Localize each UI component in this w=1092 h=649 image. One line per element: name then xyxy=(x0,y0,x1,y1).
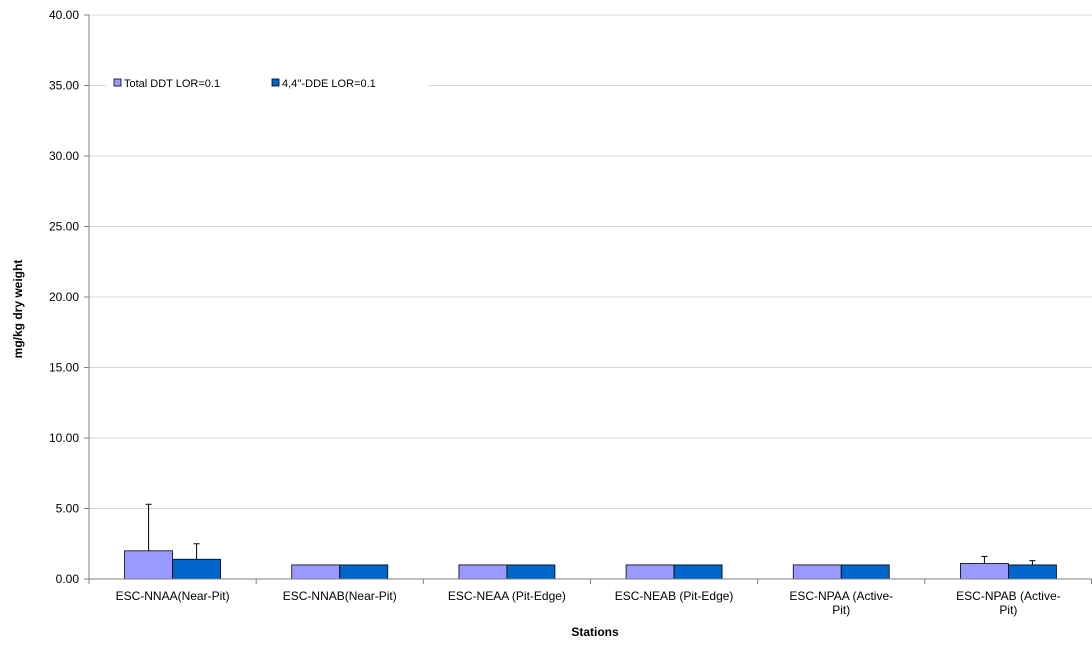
bars xyxy=(124,503,1057,580)
bar xyxy=(124,550,173,580)
x-tick-label: ESC-NEAA (Pit-Edge) xyxy=(448,589,566,603)
bar xyxy=(172,558,221,580)
x-axis-label: Stations xyxy=(571,625,619,639)
axes xyxy=(84,14,1092,584)
x-tick-label: ESC-NNAB(Near-Pit) xyxy=(283,589,397,603)
y-tick-label: 5.00 xyxy=(56,502,80,516)
bar xyxy=(1008,564,1057,580)
y-tick-label: 40.00 xyxy=(49,8,79,22)
y-tick-label: 25.00 xyxy=(49,220,79,234)
bar xyxy=(960,563,1009,580)
y-tick-label: 35.00 xyxy=(49,79,79,93)
bar xyxy=(339,564,389,580)
bar xyxy=(458,564,508,580)
y-tick-label: 10.00 xyxy=(49,431,79,445)
legend-swatch xyxy=(271,78,280,87)
legend-label: 4,4''-DDE LOR=0.1 xyxy=(282,78,376,90)
legend-background xyxy=(106,74,428,92)
y-tick-label: 15.00 xyxy=(49,361,79,375)
legend: Total DDT LOR=0.1 4,4''-DDE LOR=0.1 xyxy=(106,74,428,92)
bar xyxy=(840,564,890,580)
x-tick-label: ESC-NPAB (Active- xyxy=(956,589,1060,603)
x-tick-label: ESC-NNAA(Near-Pit) xyxy=(116,589,230,603)
bar xyxy=(291,564,341,580)
bar xyxy=(792,564,842,580)
y-tick-label: 0.00 xyxy=(56,572,80,586)
bar xyxy=(625,564,675,580)
bar xyxy=(506,564,556,580)
y-tick-label: 20.00 xyxy=(49,290,79,304)
x-tick-label: Pit) xyxy=(999,603,1017,617)
x-tick-label: Pit) xyxy=(832,603,850,617)
legend-label: Total DDT LOR=0.1 xyxy=(124,78,220,90)
x-tick-label: ESC-NEAB (Pit-Edge) xyxy=(615,589,734,603)
y-axis-label: mg/kg dry weight xyxy=(11,260,25,359)
y-tick-label: 30.00 xyxy=(49,149,79,163)
x-tick-label: ESC-NPAA (Active- xyxy=(789,589,893,603)
legend-swatch xyxy=(113,78,122,87)
tick-labels: 0.00 5.00 10.00 15.00 20.00 25.00 30.00 35.00 40… xyxy=(49,8,1061,617)
bar xyxy=(673,564,723,580)
